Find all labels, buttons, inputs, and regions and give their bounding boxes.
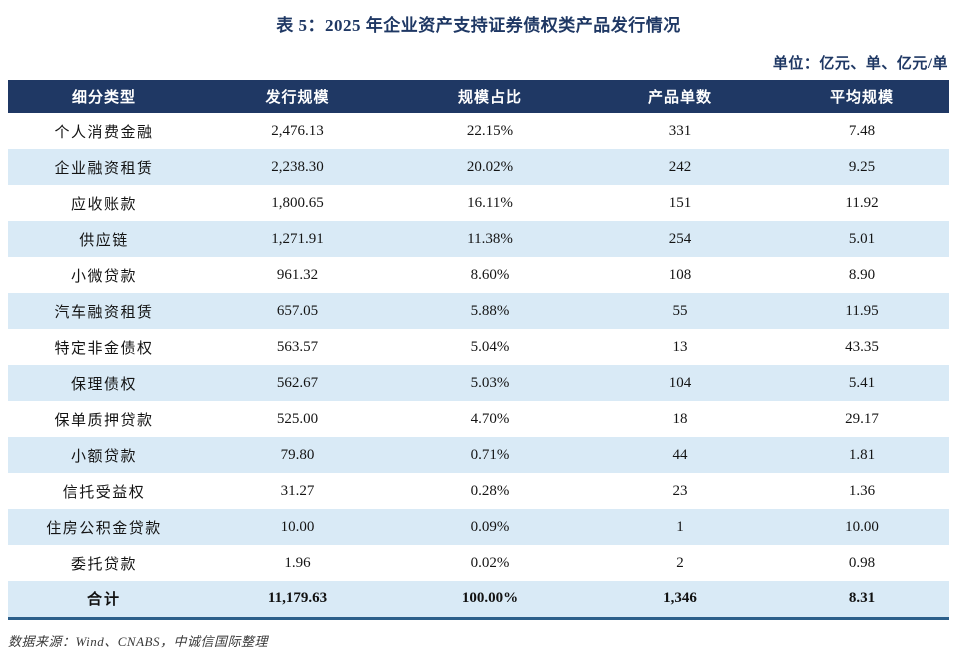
category-cell: 小微贷款 — [70, 268, 137, 285]
value-cell: 10.00 — [280, 518, 315, 535]
value-cell: 5.41 — [848, 374, 876, 391]
table-row: 小微贷款 961.32 8.60% 108 8.90 — [8, 257, 949, 293]
value-cell: 242 — [668, 158, 692, 175]
value-cell: 5.88% — [470, 302, 510, 319]
value-cell: 104 — [668, 374, 692, 391]
table-body: 个人消费金融 2,476.13 22.15% 331 7.48 企业融资租赁 2,238.3… — [8, 113, 949, 581]
value-cell: 0.98 — [848, 554, 876, 571]
total-value-cell: 11,179.63 — [200, 581, 395, 618]
value-cell: 43.35 — [845, 338, 879, 355]
table-row: 个人消费金融 2,476.13 22.15% 331 7.48 — [8, 113, 949, 149]
value-cell: 0.71% — [470, 446, 510, 463]
value-cell: 0.28% — [470, 482, 510, 499]
value-cell: 44 — [672, 446, 688, 463]
value-cell: 11.92 — [845, 194, 879, 211]
value-cell: 7.48 — [848, 122, 876, 139]
value-cell: 1.81 — [848, 446, 876, 463]
value-cell: 1,800.65 — [271, 194, 324, 211]
category-cell: 小额贷款 — [70, 448, 137, 465]
header-row: 细分类型 发行规模 规模占比 产品单数 平均规模 — [8, 80, 949, 113]
table-row: 住房公积金贷款 10.00 0.09% 1 10.00 — [8, 509, 949, 545]
value-cell: 254 — [668, 230, 692, 247]
value-cell: 18 — [672, 410, 688, 427]
table-row: 企业融资租赁 2,238.30 20.02% 242 9.25 — [8, 149, 949, 185]
category-cell: 特定非金债权 — [54, 340, 154, 357]
value-cell: 8.60% — [470, 266, 510, 283]
table-row: 信托受益权 31.27 0.28% 23 1.36 — [8, 473, 949, 509]
total-value-cell: 100.00% — [395, 581, 585, 618]
value-cell: 29.17 — [845, 410, 879, 427]
value-cell: 108 — [668, 266, 692, 283]
table-row: 供应链 1,271.91 11.38% 254 5.01 — [8, 221, 949, 257]
value-cell: 5.03% — [470, 374, 510, 391]
data-table: 细分类型 发行规模 规模占比 产品单数 平均规模 个人消费金融 2,476.13 22.15… — [8, 80, 949, 620]
category-cell: 应收账款 — [70, 196, 137, 213]
table-row: 保理债权 562.67 5.03% 104 5.41 — [8, 365, 949, 401]
header-cell: 产品单数 — [585, 80, 775, 113]
value-cell: 2 — [676, 554, 684, 571]
value-cell: 13 — [672, 338, 688, 355]
value-cell: 5.01 — [848, 230, 876, 247]
value-cell: 1.96 — [284, 554, 311, 571]
category-cell: 信托受益权 — [62, 484, 146, 501]
value-cell: 1.36 — [848, 482, 876, 499]
value-cell: 9.25 — [848, 158, 876, 175]
total-label-cell: 合计 — [8, 581, 200, 618]
total-value-cell: 1,346 — [585, 581, 775, 618]
category-cell: 供应链 — [79, 232, 129, 249]
category-cell: 个人消费金融 — [54, 124, 154, 141]
value-cell: 961.32 — [276, 266, 319, 283]
value-cell: 11.95 — [845, 302, 879, 319]
table-row: 保单质押贷款 525.00 4.70% 18 29.17 — [8, 401, 949, 437]
value-cell: 16.11% — [467, 194, 513, 211]
value-cell: 657.05 — [276, 302, 319, 319]
value-cell: 22.15% — [466, 122, 514, 139]
table-row: 特定非金债权 563.57 5.04% 13 43.35 — [8, 329, 949, 365]
category-cell: 住房公积金贷款 — [46, 520, 162, 537]
category-cell: 汽车融资租赁 — [54, 304, 154, 321]
value-cell: 23 — [672, 482, 688, 499]
value-cell: 10.00 — [845, 518, 879, 535]
value-cell: 20.02% — [466, 158, 514, 175]
value-cell: 2,238.30 — [271, 158, 324, 175]
value-cell: 79.80 — [280, 446, 315, 463]
value-cell: 0.09% — [470, 518, 510, 535]
table-row: 应收账款 1,800.65 16.11% 151 11.92 — [8, 185, 949, 221]
data-source-note: 数据来源：Wind、CNABS，中诚信国际整理 — [8, 633, 268, 649]
value-cell: 2,476.13 — [271, 122, 324, 139]
table-row: 小额贷款 79.80 0.71% 44 1.81 — [8, 437, 949, 473]
table-row: 委托贷款 1.96 0.02% 2 0.98 — [8, 545, 949, 581]
header-cell: 细分类型 — [8, 80, 200, 113]
value-cell: 8.90 — [848, 266, 876, 283]
value-cell: 331 — [668, 122, 692, 139]
value-cell: 151 — [668, 194, 692, 211]
category-cell: 保单质押贷款 — [54, 412, 154, 429]
category-cell: 保理债权 — [70, 376, 137, 393]
total-row: 合计 11,179.63 100.00% 1,346 8.31 — [8, 581, 949, 618]
value-cell: 0.02% — [470, 554, 510, 571]
value-cell: 1 — [676, 518, 684, 535]
header-cell: 发行规模 — [200, 80, 395, 113]
value-cell: 55 — [672, 302, 688, 319]
table-row: 汽车融资租赁 657.05 5.88% 55 11.95 — [8, 293, 949, 329]
category-cell: 企业融资租赁 — [54, 160, 154, 177]
value-cell: 563.57 — [276, 338, 319, 355]
category-cell: 委托贷款 — [70, 556, 137, 573]
value-cell: 525.00 — [276, 410, 319, 427]
value-cell: 562.67 — [276, 374, 319, 391]
header-cell: 规模占比 — [395, 80, 585, 113]
table-title: 表 5：2025 年企业资产支持证券债权类产品发行情况 — [276, 16, 681, 35]
unit-label: 单位：亿元、单、亿元/单 — [772, 56, 948, 72]
value-cell: 1,271.91 — [271, 230, 324, 247]
value-cell: 5.04% — [470, 338, 510, 355]
value-cell: 11.38% — [467, 230, 513, 247]
total-value-cell: 8.31 — [775, 581, 949, 618]
header-cell: 平均规模 — [775, 80, 949, 113]
value-cell: 31.27 — [280, 482, 315, 499]
value-cell: 4.70% — [470, 410, 510, 427]
